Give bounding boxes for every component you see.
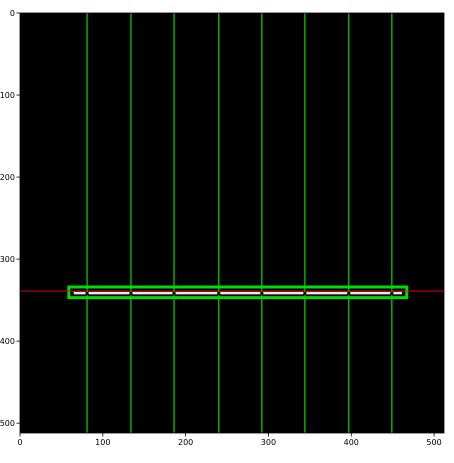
marker (85, 292, 89, 296)
image-axes: 0 100 200 300 400 500 0 100 200 300 400 500 (0, 9, 445, 447)
image-content (20, 13, 444, 433)
inner-bar (72, 291, 404, 295)
y-tick-label: 400 (0, 337, 15, 346)
bounding-box (67, 285, 409, 300)
marker (70, 292, 74, 296)
marker (401, 292, 405, 296)
image-background (20, 13, 444, 433)
x-tick-label: 400 (344, 438, 359, 447)
y-tick-label: 0 (10, 9, 15, 18)
marker (129, 292, 133, 296)
y-tick-label: 200 (0, 173, 15, 182)
x-tick-label: 500 (426, 438, 441, 447)
x-tick-label: 0 (17, 438, 22, 447)
x-tick-label: 100 (95, 438, 110, 447)
marker (303, 292, 307, 296)
y-tick-label: 500 (0, 419, 15, 428)
marker (172, 292, 176, 296)
y-tick-label: 100 (0, 91, 15, 100)
x-tick-label: 300 (261, 438, 276, 447)
axes-frame (19, 12, 445, 434)
marker (217, 292, 221, 296)
marker (347, 292, 351, 296)
marker (390, 292, 394, 296)
x-tick-label: 200 (178, 438, 193, 447)
marker (260, 292, 264, 296)
y-tick-label: 300 (0, 255, 15, 264)
